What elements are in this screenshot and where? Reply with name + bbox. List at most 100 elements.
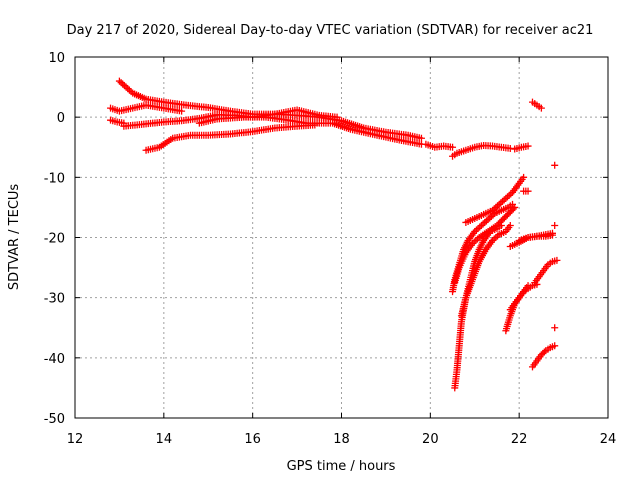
data-point <box>476 223 484 231</box>
chart-title: Day 217 of 2020, Sidereal Day-to-day VTE… <box>67 23 594 38</box>
data-point <box>417 134 425 142</box>
series-track-9 <box>511 142 532 153</box>
data-point <box>470 238 478 246</box>
data-point <box>551 342 559 350</box>
data-point <box>490 205 498 213</box>
y-tick-label: -10 <box>44 171 65 186</box>
data-point <box>551 221 559 229</box>
data-point <box>494 202 502 210</box>
data-point <box>551 324 559 332</box>
points-layer <box>107 77 561 392</box>
series-track-15 <box>462 173 528 226</box>
data-point <box>520 173 528 181</box>
series-track-16 <box>451 221 505 392</box>
data-point <box>497 221 505 229</box>
y-tick-label: -50 <box>44 412 65 427</box>
data-point <box>124 85 132 93</box>
data-point <box>472 226 480 234</box>
x-tick-label: 20 <box>422 432 439 447</box>
y-tick-label: -40 <box>44 352 65 367</box>
data-point <box>127 88 135 96</box>
x-tick-label: 12 <box>67 432 84 447</box>
data-point <box>120 82 128 90</box>
data-point <box>474 224 482 232</box>
series-track-5 <box>142 121 319 154</box>
y-tick-label: 10 <box>48 51 65 66</box>
ticks-layer: 12 14 16 18 20 22 24 10 0 -10 -20 -30 -40 -50 <box>44 51 617 447</box>
data-point <box>548 231 556 239</box>
series-track-24 <box>528 342 559 371</box>
x-tick-label: 16 <box>244 432 261 447</box>
series-track-11 <box>520 187 532 195</box>
data-point <box>471 227 479 235</box>
series-track-25 <box>551 324 559 332</box>
series-track-7 <box>422 140 457 151</box>
data-point <box>500 196 508 204</box>
series-track-23 <box>531 256 561 287</box>
data-point <box>178 107 186 115</box>
series-track-22 <box>551 221 559 229</box>
series-track-21 <box>515 231 556 245</box>
data-point <box>479 220 487 228</box>
data-point <box>505 191 513 199</box>
data-point <box>489 206 497 214</box>
data-point <box>537 104 545 112</box>
y-axis-label: SDTVAR / TECUs <box>7 184 22 291</box>
series-track-17 <box>457 221 514 320</box>
series-track-18 <box>502 280 541 335</box>
data-point <box>524 187 532 195</box>
series-track-10 <box>528 98 545 112</box>
data-point <box>486 214 494 222</box>
data-point <box>484 215 492 223</box>
data-point <box>506 221 514 229</box>
series-track-6 <box>195 113 425 148</box>
x-axis-label: GPS time / hours <box>287 459 396 474</box>
series-track-13 <box>449 200 517 296</box>
series-track-14 <box>451 203 519 287</box>
y-tick-label: 0 <box>57 111 65 126</box>
data-point <box>122 83 130 91</box>
y-tick-label: -20 <box>44 232 65 247</box>
data-point <box>487 212 495 220</box>
x-tick-label: 22 <box>511 432 528 447</box>
data-point <box>469 240 477 248</box>
data-point <box>494 232 502 240</box>
data-point <box>499 197 507 205</box>
data-point <box>495 200 503 208</box>
data-point <box>492 203 500 211</box>
series-track-19 <box>506 282 532 314</box>
data-point <box>497 199 505 207</box>
x-tick-label: 18 <box>333 432 350 447</box>
data-point <box>449 143 457 151</box>
y-tick-label: -30 <box>44 292 65 307</box>
data-point <box>490 235 498 243</box>
data-point <box>509 205 517 213</box>
data-point <box>482 217 490 225</box>
data-point <box>333 113 341 121</box>
data-point <box>489 237 497 245</box>
data-point <box>553 256 561 264</box>
data-point <box>125 86 133 94</box>
data-point <box>511 203 519 211</box>
data-point <box>481 218 489 226</box>
x-tick-label: 14 <box>156 432 173 447</box>
data-point <box>524 142 532 150</box>
data-point <box>115 77 123 85</box>
data-point <box>524 282 532 290</box>
data-point <box>117 79 125 87</box>
data-point <box>477 221 485 229</box>
data-point <box>507 190 515 198</box>
series-track-12 <box>551 161 559 169</box>
x-tick-label: 24 <box>600 432 617 447</box>
series-track-8 <box>449 141 514 160</box>
data-point <box>472 237 480 245</box>
data-point <box>119 80 127 88</box>
data-point <box>492 234 500 241</box>
series-track-2 <box>107 101 186 115</box>
data-point <box>540 348 548 356</box>
data-point <box>504 193 512 201</box>
data-point <box>502 194 510 202</box>
data-point <box>551 161 559 169</box>
